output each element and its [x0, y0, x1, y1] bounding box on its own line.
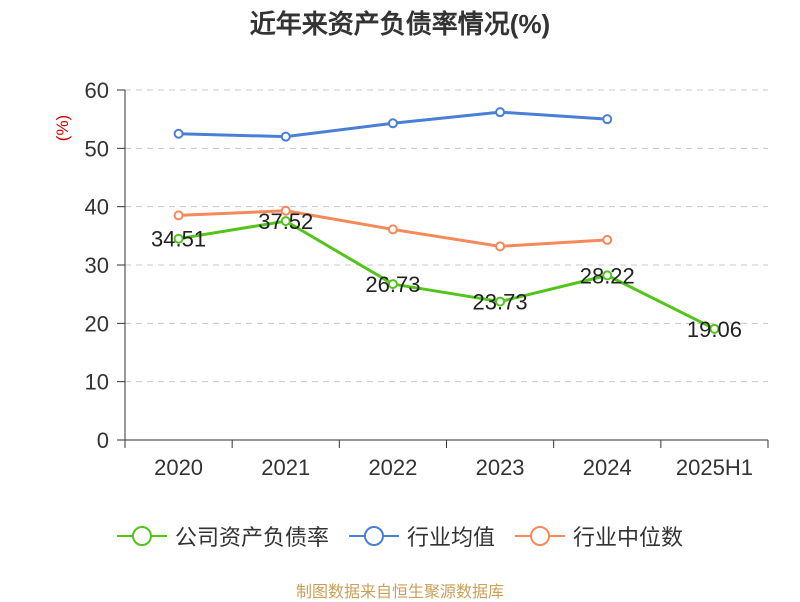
data-point: [173, 210, 184, 221]
data-point: [387, 279, 398, 290]
legend-item[interactable]: 公司资产负债率: [116, 520, 329, 552]
grid-lines: [125, 89, 768, 383]
data-point: [387, 118, 398, 129]
legend-marker-icon: [116, 526, 167, 546]
y-tick-label: 50: [85, 136, 109, 161]
legend-label: 行业中位数: [573, 525, 684, 550]
data-point: [387, 224, 398, 235]
data-point: [173, 128, 184, 139]
data-label: 23.73: [473, 290, 528, 315]
x-tick-label: 2024: [583, 455, 632, 480]
legend-marker-icon: [348, 526, 399, 546]
legend-item[interactable]: 行业均值: [348, 520, 495, 552]
axes: 0 10 20 30 40 50 60 (%) 2020 2021 2022 2023 2024 2025…: [53, 78, 769, 480]
data-label: 34.51: [151, 227, 206, 252]
data-point: [602, 270, 613, 281]
data-point: [280, 131, 291, 142]
data-point: [280, 216, 291, 227]
data-point: [280, 205, 291, 216]
data-point: [495, 241, 506, 252]
x-tick-label: 2025H1: [676, 455, 753, 480]
source-note: 制图数据来自恒生聚源数据库: [295, 584, 504, 601]
legend-label: 行业均值: [406, 525, 495, 550]
data-label: 19.06: [687, 317, 742, 342]
data-label: 37.52: [258, 209, 313, 234]
data-label: 26.73: [365, 272, 420, 297]
data-labels: 34.51 37.52 26.73 23.73 28.22 19.06: [151, 209, 742, 342]
data-point: [495, 296, 506, 307]
data-label: 28.22: [580, 263, 635, 288]
legend-marker-icon: [515, 526, 565, 546]
data-point: [602, 114, 613, 125]
x-tick-label: 2022: [368, 455, 417, 480]
data-point: [709, 323, 720, 334]
legend-item[interactable]: 行业中位数: [515, 520, 683, 552]
y-axis-label: (%): [53, 115, 72, 141]
data-point: [602, 234, 613, 245]
y-tick-label: 0: [97, 428, 109, 453]
series-line: [178, 219, 716, 331]
data-point: [495, 107, 506, 118]
data-point: [173, 233, 184, 244]
y-tick-label: 20: [85, 311, 109, 336]
y-tick-label: 10: [85, 370, 109, 395]
x-tick-label: 2023: [476, 455, 525, 480]
legend-label: 公司资产负债率: [174, 525, 329, 550]
x-tick-label: 2021: [261, 455, 310, 480]
series-lines: [173, 107, 720, 334]
y-tick-label: 30: [85, 253, 109, 278]
y-tick-label: 60: [85, 78, 109, 103]
chart-title: 近年来资产负债率情况(%): [249, 9, 551, 39]
x-tick-label: 2020: [154, 455, 203, 480]
y-tick-label: 40: [85, 195, 109, 220]
legend: 公司资产负债率 行业均值 行业中位数: [0, 520, 800, 552]
